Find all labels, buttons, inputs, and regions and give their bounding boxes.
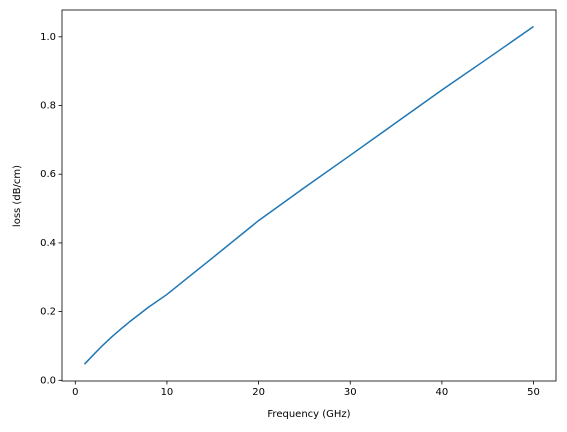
- x-axis-label: Frequency (GHz): [267, 409, 350, 420]
- y-tick-label: 0.8: [40, 100, 56, 111]
- x-tick-label: 30: [344, 387, 357, 398]
- y-tick-label: 0.2: [40, 307, 56, 318]
- plot-frame: [61, 9, 557, 382]
- y-tick-label: 0.4: [40, 238, 56, 249]
- x-tick-label: 10: [161, 387, 174, 398]
- y-tick-label: 0.6: [40, 169, 56, 180]
- y-tick-label: 1.0: [40, 32, 56, 43]
- x-tick-label: 50: [527, 387, 540, 398]
- x-tick-label: 0: [72, 387, 78, 398]
- x-tick-label: 20: [252, 387, 265, 398]
- y-tick-label: 0.0: [40, 375, 56, 386]
- x-tick-label: 40: [436, 387, 449, 398]
- y-axis-label: loss (dB/cm): [12, 165, 23, 227]
- line: [83, 25, 534, 365]
